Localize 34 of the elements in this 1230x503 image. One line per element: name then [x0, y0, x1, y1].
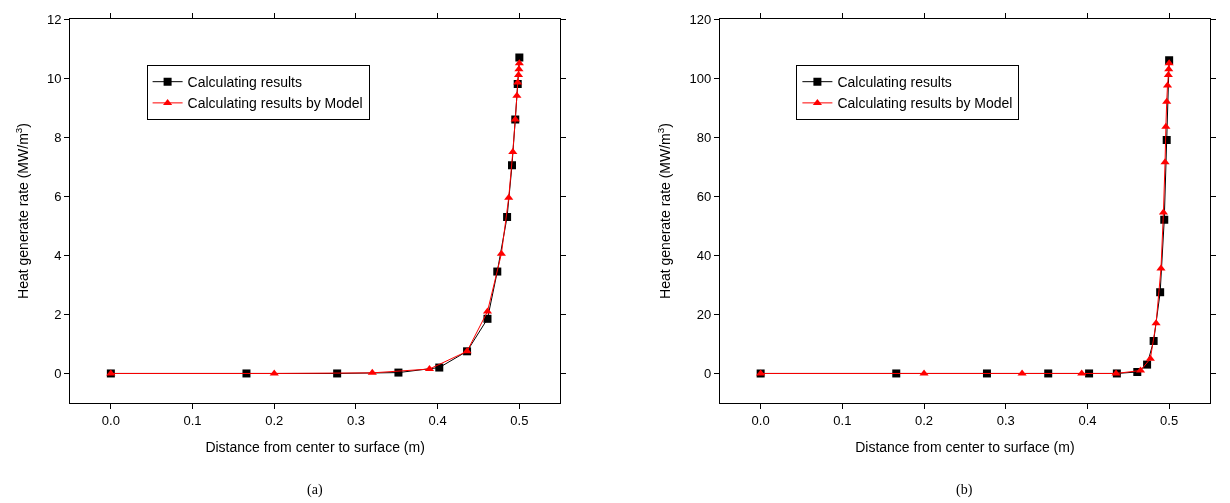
legend-label: Calculating results by Model: [837, 95, 1013, 112]
y-tick-label: 6: [54, 188, 62, 204]
x-tick-label: 0.0: [751, 412, 770, 428]
y-tick-label: 0: [703, 366, 712, 382]
text: (a): [307, 482, 323, 498]
y-tick-label: 12: [46, 11, 62, 27]
y-tick-label: 0: [54, 366, 62, 382]
y-tick-label: 100: [689, 70, 712, 86]
y-tick-label: 120: [689, 11, 712, 27]
x-tick-label: 0.0: [101, 412, 120, 428]
x-tick-label: 0.2: [265, 412, 284, 428]
y-tick-label: 10: [46, 70, 62, 86]
y-tick-label: 8: [54, 129, 62, 145]
x-axis-title: Distance from center to surface (m): [205, 438, 425, 455]
y-tick-label: 80: [696, 129, 712, 145]
x-tick-label: 0.2: [915, 412, 934, 428]
legend-label: Calculating results: [837, 74, 952, 91]
y-tick-label: 20: [696, 306, 712, 322]
text: (b): [956, 482, 973, 498]
x-tick-label: 0.5: [510, 412, 529, 428]
x-axis-title: Distance from center to surface (m): [855, 438, 1075, 455]
x-tick-label: 0.3: [346, 412, 365, 428]
x-tick-label: 0.4: [1078, 412, 1097, 428]
legend-label: Calculating results by Model: [187, 95, 363, 112]
legend-label: Calculating results: [187, 74, 302, 91]
x-tick-label: 0.1: [183, 412, 202, 428]
y-tick-label: 2: [54, 306, 62, 322]
x-tick-label: 0.1: [833, 412, 852, 428]
x-tick-label: 0.4: [428, 412, 447, 428]
y-tick-label: 60: [696, 188, 712, 204]
y-tick-label: 40: [696, 247, 712, 263]
y-tick-label: 4: [54, 247, 62, 263]
x-tick-label: 0.3: [996, 412, 1015, 428]
x-tick-label: 0.5: [1160, 412, 1179, 428]
